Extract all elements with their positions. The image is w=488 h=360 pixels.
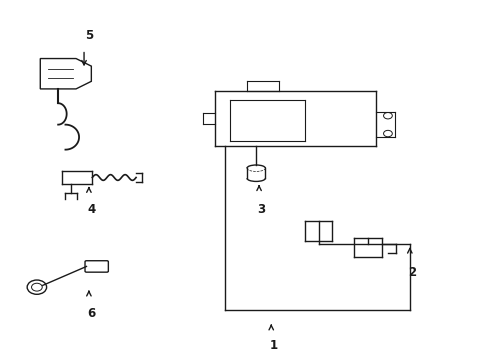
Text: 4: 4 [87,203,95,216]
Text: 5: 5 [84,30,93,42]
Text: 3: 3 [257,203,265,216]
Text: 2: 2 [407,266,415,279]
Text: 1: 1 [269,339,277,352]
Text: 6: 6 [87,307,95,320]
FancyBboxPatch shape [85,261,108,272]
